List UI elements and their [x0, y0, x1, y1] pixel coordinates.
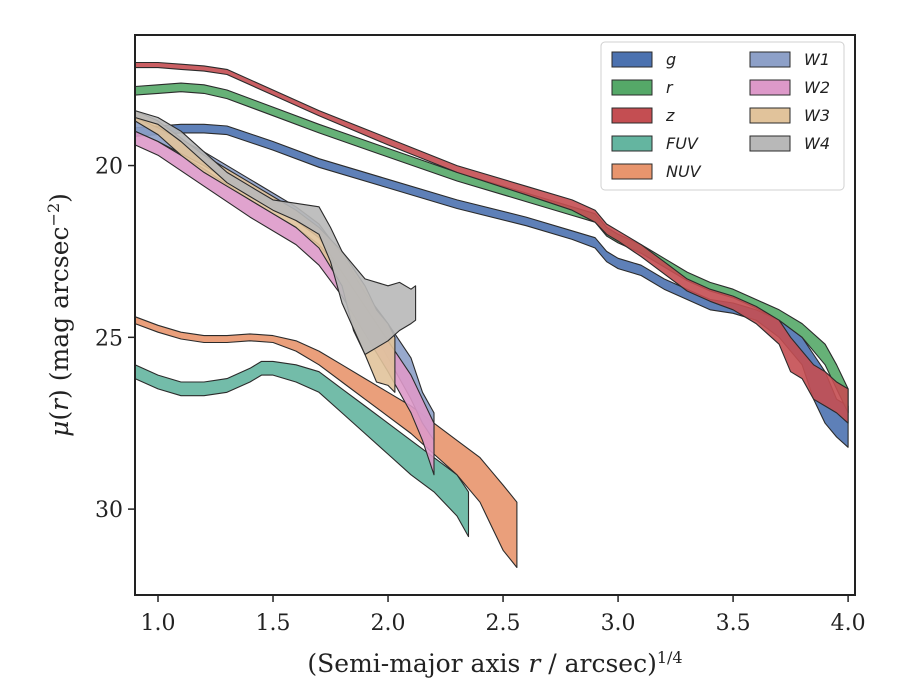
series-bands: [134, 61, 849, 569]
legend-swatch-w2: [749, 79, 791, 96]
legend-label-nuv: NUV: [666, 162, 702, 181]
x-tick-label: 2.5: [486, 611, 521, 636]
x-tick-label: 3.0: [601, 611, 636, 636]
legend-label-w2: W2: [804, 78, 830, 97]
x-tick-label: 2.0: [371, 611, 406, 636]
y-axis-label: μ(r) (mag arcsec−2): [44, 193, 75, 437]
y-tick-label: 20: [95, 155, 123, 180]
legend: grz FUV NUV W1 W2 W3 W4: [600, 41, 845, 191]
plot-frame: [134, 34, 856, 596]
legend-label-z: z: [665, 106, 675, 125]
legend-swatch-fuv: [611, 135, 653, 152]
legend-label-fuv: FUV: [666, 134, 699, 153]
legend-label-r: r: [666, 78, 674, 97]
legend-swatch-g: [611, 51, 653, 68]
legend-swatch-nuv: [611, 163, 653, 180]
x-tick-label: 3.5: [716, 611, 751, 636]
legend-label-g: g: [666, 50, 676, 69]
legend-label-w1: W1: [804, 50, 830, 69]
y-axis: 20 25 30: [95, 155, 135, 523]
y-tick-label: 30: [95, 498, 123, 523]
legend-label-w3: W3: [804, 106, 830, 125]
legend-box: [600, 41, 845, 191]
legend-swatch-w3: [749, 107, 791, 124]
series-band-g: [134, 123, 849, 448]
x-tick-label: 1.0: [141, 611, 176, 636]
x-axis: 1.0 1.5 2.0 2.5 3.0 3.5 4.0: [141, 595, 866, 636]
x-tick-label: 1.5: [256, 611, 291, 636]
legend-swatch-w1: [749, 51, 791, 68]
x-axis-label: (Semi-major axis r / arcsec)1/4: [307, 648, 682, 679]
series-band-w3: [134, 110, 396, 393]
series-band-fuv: [134, 360, 470, 538]
series-band-z: [134, 61, 849, 424]
series-band-w4: [134, 110, 417, 356]
legend-label-w4: W4: [804, 134, 830, 153]
legend-swatch-r: [611, 79, 653, 96]
series-band-nuv: [134, 316, 518, 569]
y-tick-label: 25: [95, 326, 123, 351]
legend-swatch-z: [611, 107, 653, 124]
legend-swatch-w4: [749, 135, 791, 152]
x-tick-label: 4.0: [831, 611, 866, 636]
